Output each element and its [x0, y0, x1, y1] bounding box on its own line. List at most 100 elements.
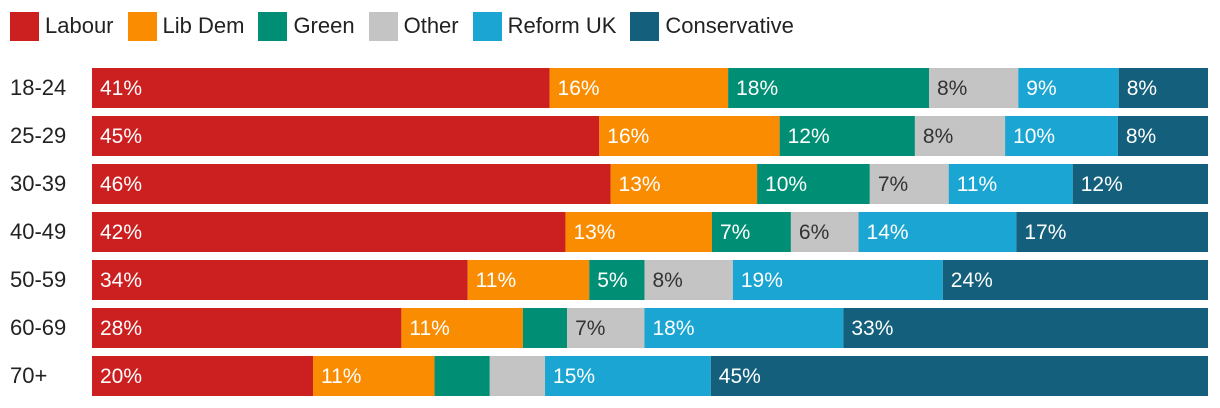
data-label: 8% [937, 77, 967, 100]
bar-segment [401, 308, 523, 348]
data-label: 7% [720, 221, 750, 244]
bar-segment [567, 308, 645, 348]
legend-label: Other [403, 13, 459, 38]
legend-swatch [10, 11, 39, 41]
data-label: 28% [100, 317, 142, 340]
bar-segment [522, 308, 568, 348]
data-label: 18% [736, 77, 778, 100]
data-label: 34% [100, 269, 142, 292]
data-label: 12% [1081, 173, 1123, 196]
data-label: 8% [1126, 125, 1156, 148]
row-label: 40-49 [10, 219, 66, 244]
row-label: 70+ [10, 363, 47, 388]
bar-segment [434, 356, 490, 396]
data-label: 16% [558, 77, 600, 100]
bar-segment [942, 260, 1208, 300]
bar-segment [565, 212, 712, 252]
bar-segment [599, 116, 780, 156]
data-label: 46% [100, 173, 142, 196]
legend-label: Green [293, 13, 355, 38]
data-label: 11% [321, 365, 361, 388]
legend-item-conservative: Conservative [630, 11, 794, 41]
data-label: 11% [409, 317, 449, 340]
bar-segment [92, 356, 313, 396]
bar-segment [92, 164, 611, 204]
data-label: 12% [788, 125, 830, 148]
data-label: 45% [100, 125, 142, 148]
bar-segment [869, 164, 949, 204]
data-label: 10% [1013, 125, 1055, 148]
bar-segment [610, 164, 758, 204]
legend-swatch [127, 11, 157, 41]
legend-label: Reform UK [507, 13, 617, 38]
legend-swatch [258, 11, 288, 41]
data-label: 14% [867, 221, 909, 244]
data-label: 13% [573, 221, 615, 244]
bar-segment [1072, 164, 1208, 204]
data-label: 45% [719, 365, 761, 388]
bar-segment [790, 212, 859, 252]
data-label: 24% [951, 269, 993, 292]
bar-segment [545, 356, 711, 396]
bar-segment [644, 260, 733, 300]
legend-swatch [472, 11, 502, 41]
bar-segment [644, 308, 844, 348]
legend-item-other: Other [368, 11, 459, 41]
data-label: 7% [575, 317, 605, 340]
bar-segment [92, 308, 402, 348]
legend-label: Lib Dem [162, 13, 245, 38]
bar-segment [712, 212, 791, 252]
row-label: 18-24 [10, 75, 66, 100]
data-label: 16% [607, 125, 649, 148]
row-label: 30-39 [10, 171, 66, 196]
legend-swatch [630, 11, 660, 41]
legend-item-labour: Labour [10, 11, 114, 41]
data-label: 6% [799, 221, 829, 244]
data-label: 33% [851, 317, 893, 340]
data-label: 8% [652, 269, 682, 292]
data-label: 13% [619, 173, 661, 196]
data-label: 42% [100, 221, 142, 244]
bar-segment [549, 68, 729, 108]
bar-segment [757, 164, 870, 204]
data-label: 9% [1026, 77, 1056, 100]
data-label: 8% [1127, 77, 1157, 100]
data-label: 15% [553, 365, 595, 388]
bar-segment [1117, 116, 1208, 156]
data-label: 41% [100, 77, 142, 100]
bar-segment [858, 212, 1017, 252]
bar-segment [312, 356, 435, 396]
data-label: 10% [765, 173, 807, 196]
bar-segment [92, 68, 550, 108]
bar-segment [779, 116, 915, 156]
legend-item-green: Green [258, 11, 355, 41]
data-label: 19% [741, 269, 783, 292]
bar-segment [948, 164, 1073, 204]
legend-swatch [368, 11, 398, 41]
data-label: 11% [957, 173, 997, 196]
bar-segment [1118, 68, 1208, 108]
legend-label: Labour [45, 13, 114, 38]
data-label: 20% [100, 365, 142, 388]
bar-segment [710, 356, 1208, 396]
bar-segment [732, 260, 943, 300]
row-label: 25-29 [10, 123, 66, 148]
bar-segment [489, 356, 546, 396]
legend-item-reform-uk: Reform UK [472, 11, 617, 41]
bar-segment [843, 308, 1208, 348]
data-label: 8% [923, 125, 953, 148]
bar-segment [914, 116, 1006, 156]
row-label: 60-69 [10, 315, 66, 340]
bar-segment [1016, 212, 1208, 252]
bar-segment [1005, 116, 1118, 156]
chart-legend: Labour Lib Dem Green Other Reform UK Conserva… [10, 10, 794, 42]
bar-segment [589, 260, 645, 300]
data-label: 7% [878, 173, 908, 196]
data-label: 17% [1024, 221, 1066, 244]
legend-label: Conservative [665, 13, 794, 38]
row-label: 50-59 [10, 267, 66, 292]
bar-segment [92, 116, 600, 156]
data-label: 11% [476, 269, 516, 292]
